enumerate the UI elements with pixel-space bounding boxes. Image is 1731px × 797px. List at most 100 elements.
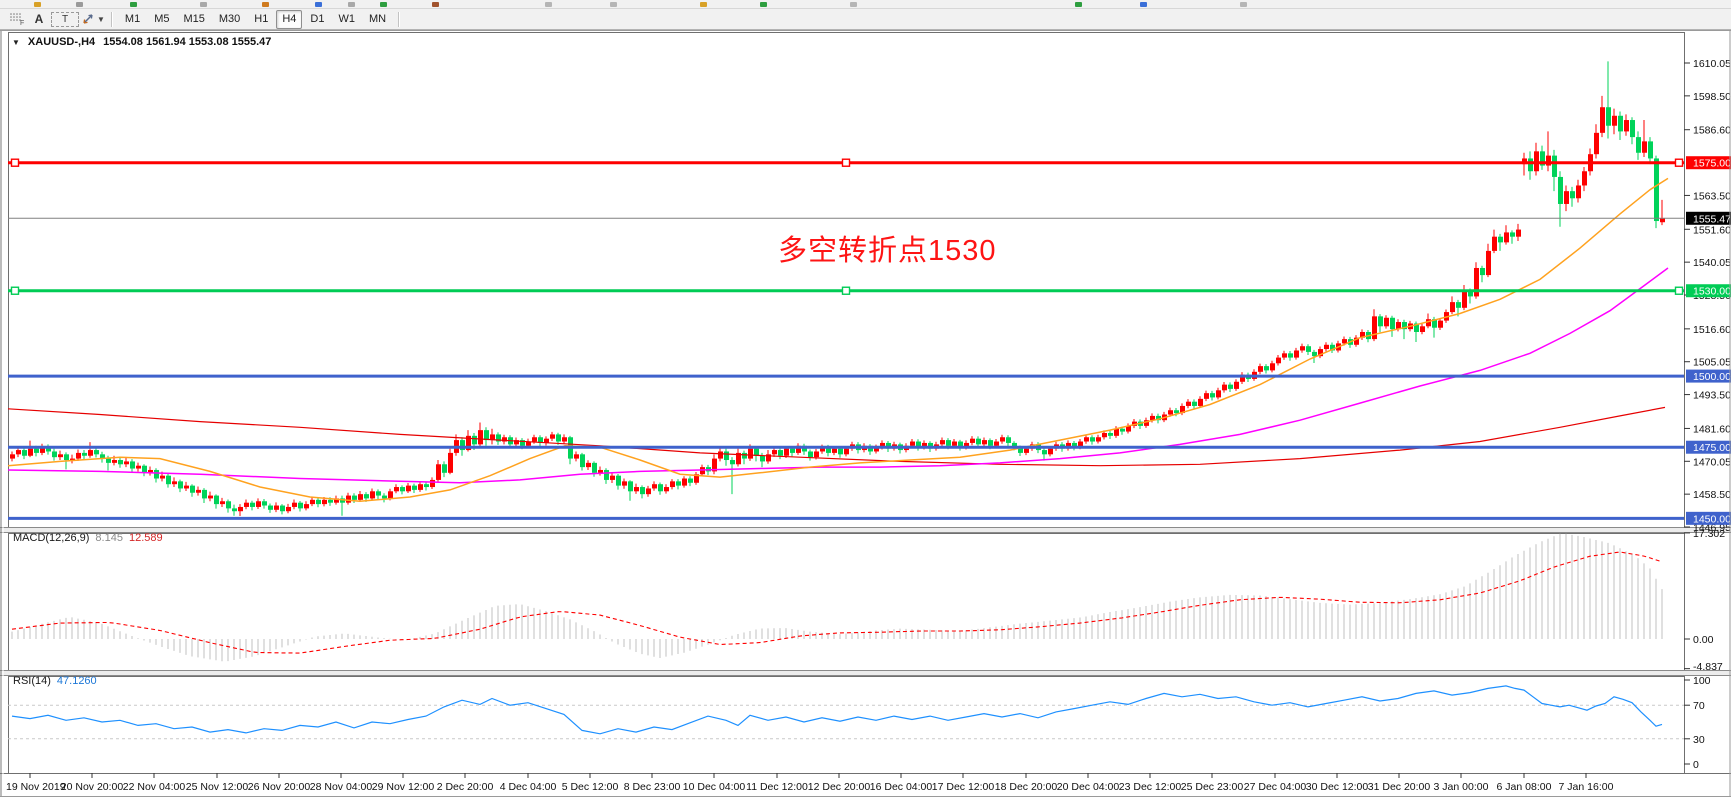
- svg-text:10 Dec 04:00: 10 Dec 04:00: [683, 781, 746, 793]
- tf-button-m15[interactable]: M15: [183, 13, 205, 25]
- svg-text:1555.47: 1555.47: [1693, 213, 1731, 225]
- clipped-toolbar-icon: [130, 2, 137, 7]
- clipped-toolbar-icon: [545, 2, 552, 7]
- svg-text:8 Dec 23:00: 8 Dec 23:00: [624, 781, 681, 793]
- chart-text-annotation[interactable]: 多空转折点1530: [778, 235, 997, 267]
- toolbar-top-clipped: [0, 0, 1731, 9]
- panel-divider[interactable]: [0, 670, 1731, 676]
- svg-text:1610.05: 1610.05: [1693, 58, 1731, 70]
- tf-button-mn[interactable]: MN: [368, 13, 387, 25]
- svg-text:22 Nov 04:00: 22 Nov 04:00: [123, 781, 186, 793]
- chart-canvas[interactable]: 1610.05 1598.50 1586.60 1563.50 1551.60 1540.…: [0, 30, 1731, 797]
- ma-orange-line: [7, 177, 1669, 503]
- macd-name: MACD(12,26,9): [13, 532, 90, 544]
- rsi-panel[interactable]: [8, 676, 1685, 774]
- timeframe-button-group: M1 M5 M15 M30 H1 H4 D1 W1 MN: [118, 9, 393, 29]
- tf-button-m30[interactable]: M30: [218, 13, 241, 25]
- svg-text:26 Nov 20:00: 26 Nov 20:00: [248, 781, 311, 793]
- svg-text:20 Dec 04:00: 20 Dec 04:00: [1057, 781, 1120, 793]
- svg-text:30: 30: [1693, 734, 1705, 746]
- clipped-toolbar-icon: [380, 2, 387, 7]
- indicator-axes[interactable]: 17.302 0.00 -4.837 100 70 30 0: [1684, 528, 1725, 771]
- clipped-toolbar-icon: [760, 2, 767, 7]
- price-badge-1450.00: 1450.00: [1686, 511, 1731, 525]
- svg-text:1500.00: 1500.00: [1693, 371, 1731, 383]
- tf-button-h1[interactable]: H1: [254, 13, 269, 25]
- svg-text:17 Dec 12:00: 17 Dec 12:00: [932, 781, 995, 793]
- clipped-toolbar-icon: [610, 2, 617, 7]
- tf-button-w1[interactable]: W1: [338, 13, 355, 25]
- svg-text:0.00: 0.00: [1693, 634, 1714, 646]
- svg-text:1493.50: 1493.50: [1693, 390, 1731, 402]
- clipped-toolbar-icon: [1075, 2, 1082, 7]
- svg-text:12 Dec 20:00: 12 Dec 20:00: [808, 781, 871, 793]
- hline-resistance-1575[interactable]: [8, 158, 1684, 167]
- rsi-name: RSI(14): [13, 675, 51, 687]
- text-label-tool[interactable]: A: [34, 12, 44, 26]
- svg-text:1450.00: 1450.00: [1693, 513, 1731, 525]
- svg-text:1505.05: 1505.05: [1693, 357, 1731, 369]
- macd-panel[interactable]: [8, 533, 1685, 671]
- chart-dropdown-icon[interactable]: ▼: [12, 37, 20, 47]
- svg-text:19 Nov 2019: 19 Nov 2019: [6, 781, 66, 793]
- macd-indicator-label: MACD(12,26,9) 8.145 12.589: [13, 532, 163, 544]
- rsi-value: 47.1260: [56, 675, 97, 687]
- main-chart-panel[interactable]: [8, 32, 1685, 528]
- crosshair-grid-icon[interactable]: F: [7, 11, 27, 28]
- ma-red-line: [7, 406, 1666, 467]
- tf-button-m5[interactable]: M5: [154, 13, 170, 25]
- svg-text:3 Jan 00:00: 3 Jan 00:00: [1434, 781, 1489, 793]
- arrows-tool[interactable]: ▼: [81, 11, 105, 28]
- clipped-toolbar-icon: [348, 2, 355, 7]
- svg-text:1551.60: 1551.60: [1693, 224, 1731, 236]
- svg-text:18 Dec 20:00: 18 Dec 20:00: [995, 781, 1058, 793]
- svg-text:4 Dec 04:00: 4 Dec 04:00: [500, 781, 557, 793]
- svg-text:1575.00: 1575.00: [1693, 158, 1731, 170]
- svg-text:30 Dec 12:00: 30 Dec 12:00: [1306, 781, 1369, 793]
- svg-text:1446.95: 1446.95: [1693, 522, 1731, 534]
- macd-signal-value: 12.589: [128, 532, 163, 544]
- panel-divider[interactable]: [0, 527, 1731, 533]
- svg-text:1481.60: 1481.60: [1693, 423, 1731, 435]
- svg-text:27 Dec 04:00: 27 Dec 04:00: [1244, 781, 1307, 793]
- rsi-line: [11, 685, 1663, 735]
- chart-ohlc-readout: 1554.08 1561.94 1553.08 1555.47: [103, 36, 272, 48]
- price-badge-1530.00: 1530.00: [1686, 284, 1731, 298]
- svg-text:-4.837: -4.837: [1693, 661, 1723, 673]
- chart-title: ▼ XAUUSD-,H4 1554.08 1561.94 1553.08 155…: [12, 36, 271, 48]
- svg-text:100: 100: [1693, 675, 1711, 687]
- price-axis[interactable]: 1610.05 1598.50 1586.60 1563.50 1551.60 1540.…: [1684, 58, 1731, 534]
- svg-text:F: F: [20, 20, 24, 26]
- svg-text:1530.00: 1530.00: [1693, 286, 1731, 298]
- svg-text:7 Jan 16:00: 7 Jan 16:00: [1559, 781, 1614, 793]
- price-badge-1555.47: 1555.47: [1686, 211, 1731, 225]
- tf-button-h4[interactable]: H4: [276, 9, 303, 29]
- chevron-down-icon[interactable]: ▼: [97, 14, 105, 24]
- macd-signal-line: [11, 551, 1663, 654]
- svg-text:23 Dec 12:00: 23 Dec 12:00: [1119, 781, 1182, 793]
- clipped-toolbar-icon: [1240, 2, 1247, 7]
- svg-text:28 Nov 04:00: 28 Nov 04:00: [310, 781, 373, 793]
- svg-text:1598.50: 1598.50: [1693, 91, 1731, 103]
- tf-button-d1[interactable]: D1: [310, 13, 325, 25]
- price-axis-background[interactable]: [1685, 32, 1731, 773]
- svg-text:29 Nov 12:00: 29 Nov 12:00: [372, 781, 435, 793]
- svg-text:20 Nov 20:00: 20 Nov 20:00: [61, 781, 124, 793]
- clipped-toolbar-icon: [315, 2, 322, 7]
- ma-magenta-line: [7, 267, 1669, 484]
- svg-text:70: 70: [1693, 700, 1705, 712]
- svg-text:1470.05: 1470.05: [1693, 456, 1731, 468]
- clipped-toolbar-icon: [200, 2, 207, 7]
- clipped-toolbar-icon: [700, 2, 707, 7]
- clipped-toolbar-icon: [850, 2, 857, 7]
- hline-pivot-1530[interactable]: [8, 286, 1684, 295]
- toolbar-separator: [110, 11, 113, 27]
- svg-text:17.302: 17.302: [1693, 528, 1725, 540]
- svg-text:1475.00: 1475.00: [1693, 442, 1731, 454]
- svg-text:5 Dec 12:00: 5 Dec 12:00: [562, 781, 619, 793]
- text-tool[interactable]: T: [51, 11, 79, 27]
- tf-button-m1[interactable]: M1: [124, 13, 141, 25]
- svg-text:6 Jan 08:00: 6 Jan 08:00: [1497, 781, 1552, 793]
- svg-text:25 Nov 12:00: 25 Nov 12:00: [186, 781, 249, 793]
